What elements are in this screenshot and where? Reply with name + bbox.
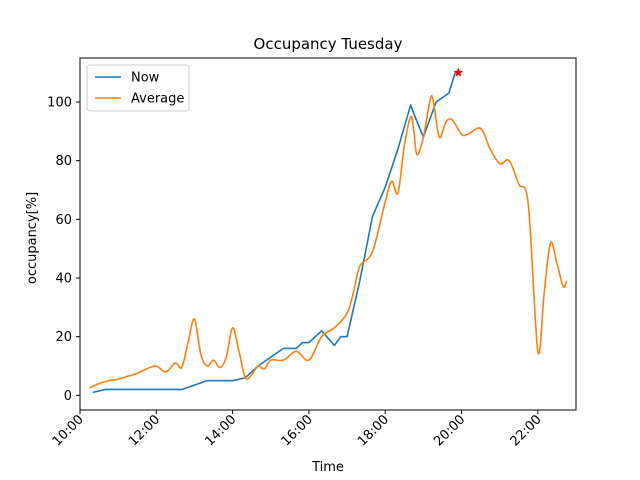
series-line-now [92, 72, 456, 394]
plot-frame [79, 57, 577, 411]
chart-title: Occupancy Tuesday [254, 35, 403, 53]
current-time-star-marker [453, 67, 464, 77]
y-tick-label: 0 [64, 389, 72, 404]
y-tick-label: 20 [55, 330, 72, 345]
series-line-average [89, 94, 568, 389]
legend-label-average: Average [131, 92, 184, 107]
y-tick-label: 60 [55, 213, 72, 228]
y-axis-label: occupancy[%] [25, 192, 40, 284]
legend-label-now: Now [131, 71, 160, 86]
legend: Now Average [86, 64, 190, 112]
y-tick-label: 40 [55, 272, 72, 287]
y-tick-label: 80 [55, 154, 72, 169]
x-axis-label: Time [311, 460, 344, 475]
y-tick-label: 100 [47, 96, 72, 111]
